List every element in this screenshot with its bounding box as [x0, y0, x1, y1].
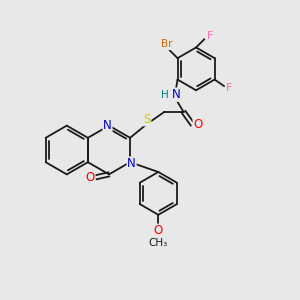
Text: O: O [154, 224, 163, 237]
Text: F: F [226, 83, 233, 94]
Text: O: O [85, 171, 95, 184]
Text: N: N [103, 118, 112, 131]
Text: Br: Br [160, 40, 172, 50]
Text: S: S [143, 112, 151, 126]
Text: F: F [207, 31, 213, 41]
Text: N: N [172, 88, 181, 101]
Text: N: N [127, 157, 136, 170]
Text: CH₃: CH₃ [149, 238, 168, 248]
Text: H: H [161, 90, 169, 100]
Text: O: O [193, 118, 203, 131]
